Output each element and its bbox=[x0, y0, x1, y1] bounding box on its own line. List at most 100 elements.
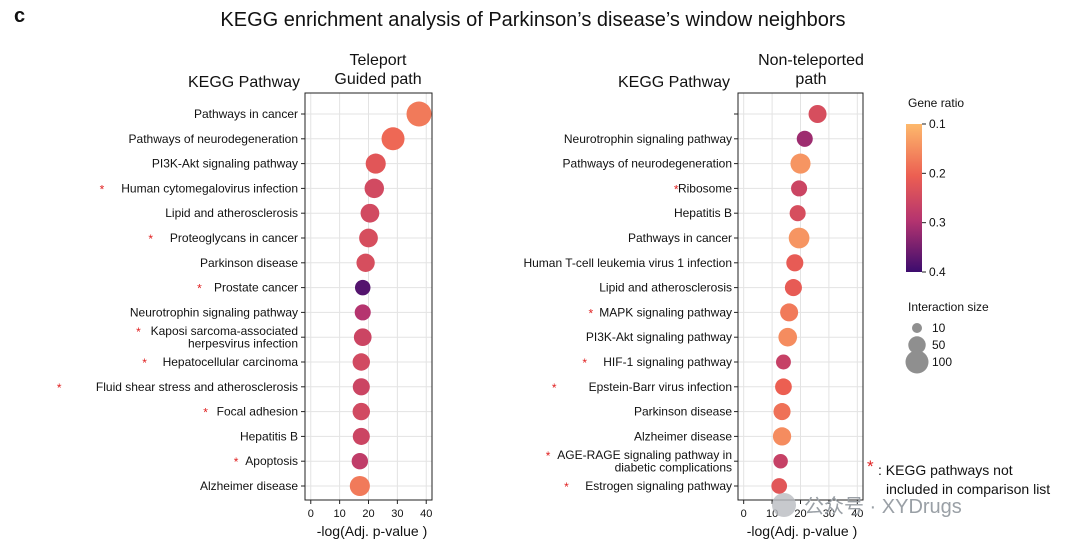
y-label-left-10: Hepatocellular carcinoma bbox=[163, 355, 299, 369]
point-right-0 bbox=[808, 104, 827, 124]
watermark-text: 公众号 · XYDrugs bbox=[804, 495, 962, 518]
x-tick-label-right-0: 0 bbox=[741, 508, 747, 520]
x-tick-label-left-1: 10 bbox=[334, 508, 346, 520]
y-label-left-4: Lipid and atherosclerosis bbox=[165, 206, 298, 220]
interaction-size-legend: Interaction size 10 50 100 bbox=[905, 300, 989, 374]
x-axis-label-right: -log(Adj. p-value ) bbox=[747, 523, 858, 539]
interaction-size-label-0: 10 bbox=[932, 321, 946, 335]
labels-right: Neurotrophin signaling pathway Pathways o… bbox=[523, 113, 738, 494]
y-label-left-8: Neurotrophin signaling pathway bbox=[130, 305, 298, 319]
y-label-left-15: Alzheimer disease bbox=[200, 479, 298, 493]
y-label-right-8: MAPK signaling pathway bbox=[599, 305, 732, 319]
point-left-10 bbox=[352, 353, 370, 371]
point-right-10 bbox=[775, 354, 791, 370]
point-left-1 bbox=[381, 127, 405, 151]
star-left-10: * bbox=[142, 356, 147, 370]
x-tick-label-right-4: 40 bbox=[851, 508, 863, 520]
chart-teleport: KEGG Pathway Teleport Guided path Pathwa… bbox=[57, 52, 433, 539]
y-label-right-1: Neurotrophin signaling pathway bbox=[564, 132, 732, 146]
point-left-8 bbox=[354, 304, 371, 321]
panel-letter: c bbox=[14, 5, 25, 27]
star-right-8: * bbox=[588, 306, 593, 320]
gene-ratio-colorbar bbox=[906, 124, 922, 272]
point-left-5 bbox=[359, 228, 378, 248]
gene-ratio-title: Gene ratio bbox=[908, 96, 964, 110]
watermark: 公众号 · XYDrugs bbox=[772, 493, 962, 518]
star-right-10: * bbox=[582, 356, 587, 370]
interaction-size-dot-2 bbox=[905, 350, 929, 374]
y-label-left-6: Parkinson disease bbox=[200, 256, 298, 270]
point-right-5 bbox=[788, 227, 810, 249]
y-label-left-0: Pathways in cancer bbox=[194, 107, 298, 121]
wechat-icon bbox=[772, 493, 796, 517]
y-label-left-3: Human cytomegalovirus infection bbox=[121, 181, 298, 195]
xticks-right: 0 10 20 30 40 bbox=[741, 500, 863, 520]
interaction-size-label-2: 100 bbox=[932, 355, 952, 369]
point-right-1 bbox=[796, 130, 813, 147]
point-right-13 bbox=[772, 427, 792, 446]
star-left-14: * bbox=[234, 455, 239, 469]
footnote: * : KEGG pathways not included in compar… bbox=[867, 457, 1050, 497]
y-label-right-15: Estrogen signaling pathway bbox=[585, 479, 732, 493]
y-label-right-10: HIF-1 signaling pathway bbox=[603, 355, 732, 369]
point-right-14 bbox=[773, 453, 788, 469]
point-left-2 bbox=[365, 153, 386, 174]
y-label-left-13: Hepatitis B bbox=[240, 429, 298, 443]
star-left-7: * bbox=[197, 282, 202, 296]
y-label-right-12: Parkinson disease bbox=[634, 405, 732, 419]
star-right-15: * bbox=[564, 480, 569, 494]
point-right-8 bbox=[780, 303, 799, 322]
x-axis-label-left: -log(Adj. p-value ) bbox=[317, 523, 428, 539]
y-label-left-11: Fluid shear stress and atherosclerosis bbox=[96, 380, 298, 394]
point-left-9 bbox=[353, 328, 372, 347]
star-right-3: * bbox=[674, 182, 679, 196]
x-tick-label-left-4: 40 bbox=[420, 508, 432, 520]
footnote-line2: included in comparison list bbox=[886, 481, 1050, 497]
star-right-11: * bbox=[552, 381, 557, 395]
interaction-size-dot-1 bbox=[908, 336, 926, 354]
y-label-right-11: Epstein-Barr virus infection bbox=[589, 380, 732, 394]
y-label-left-5: Proteoglycans in cancer bbox=[170, 231, 298, 245]
point-right-15 bbox=[771, 478, 788, 494]
chart-title-left-line1: Teleport bbox=[350, 52, 407, 69]
point-left-13 bbox=[352, 427, 370, 445]
chart-non-teleported: KEGG Pathway Non-teleported path Neurotr… bbox=[523, 52, 863, 539]
chart-title-right-line1: Non-teleported bbox=[758, 52, 864, 69]
y-label-right-9: PI3K-Akt signaling pathway bbox=[586, 330, 732, 344]
point-right-7 bbox=[784, 279, 802, 297]
interaction-size-title: Interaction size bbox=[908, 300, 989, 314]
xticks-left: 0 10 20 30 40 bbox=[308, 500, 432, 520]
chart-title-left-line2: Guided path bbox=[334, 71, 421, 88]
y-header-left: KEGG Pathway bbox=[188, 74, 300, 91]
chart-title-right-line2: path bbox=[795, 71, 826, 88]
x-tick-label-right-3: 30 bbox=[823, 508, 835, 520]
footnote-star: * bbox=[867, 457, 874, 476]
x-tick-label-left-2: 20 bbox=[362, 508, 374, 520]
interaction-size-label-1: 50 bbox=[932, 338, 946, 352]
y-label-right-4: Hepatitis B bbox=[674, 206, 732, 220]
y-label-right-13: Alzheimer disease bbox=[634, 429, 732, 443]
gene-ratio-tick-label-3: 0.4 bbox=[929, 265, 946, 279]
gene-ratio-legend: Gene ratio 0.1 0.2 0.3 0.4 bbox=[906, 96, 964, 279]
point-right-2 bbox=[790, 153, 811, 174]
point-left-4 bbox=[360, 203, 380, 223]
gene-ratio-tick-label-0: 0.1 bbox=[929, 117, 946, 131]
point-left-0 bbox=[406, 101, 432, 127]
point-left-7 bbox=[354, 279, 371, 296]
point-left-3 bbox=[364, 178, 384, 199]
y-label-right-2: Pathways of neurodegeneration bbox=[563, 157, 732, 171]
point-right-3 bbox=[791, 180, 808, 197]
y-label-left-12: Focal adhesion bbox=[217, 405, 298, 419]
footnote-line1: : KEGG pathways not bbox=[878, 462, 1013, 478]
y-label-left-9: Kaposi sarcoma-associated herpesvirus inf… bbox=[151, 324, 298, 351]
point-right-12 bbox=[773, 403, 791, 421]
interaction-size-dot-0 bbox=[911, 322, 923, 334]
point-right-9 bbox=[778, 327, 798, 347]
star-left-9: * bbox=[136, 325, 141, 339]
y-header-right: KEGG Pathway bbox=[618, 74, 730, 91]
star-left-3: * bbox=[100, 182, 105, 196]
star-left-11: * bbox=[57, 381, 62, 395]
y-label-right-6: Human T-cell leukemia virus 1 infection bbox=[523, 256, 732, 270]
figure-title: KEGG enrichment analysis of Parkinson’s … bbox=[220, 9, 845, 31]
y-label-left-14: Apoptosis bbox=[245, 454, 298, 468]
